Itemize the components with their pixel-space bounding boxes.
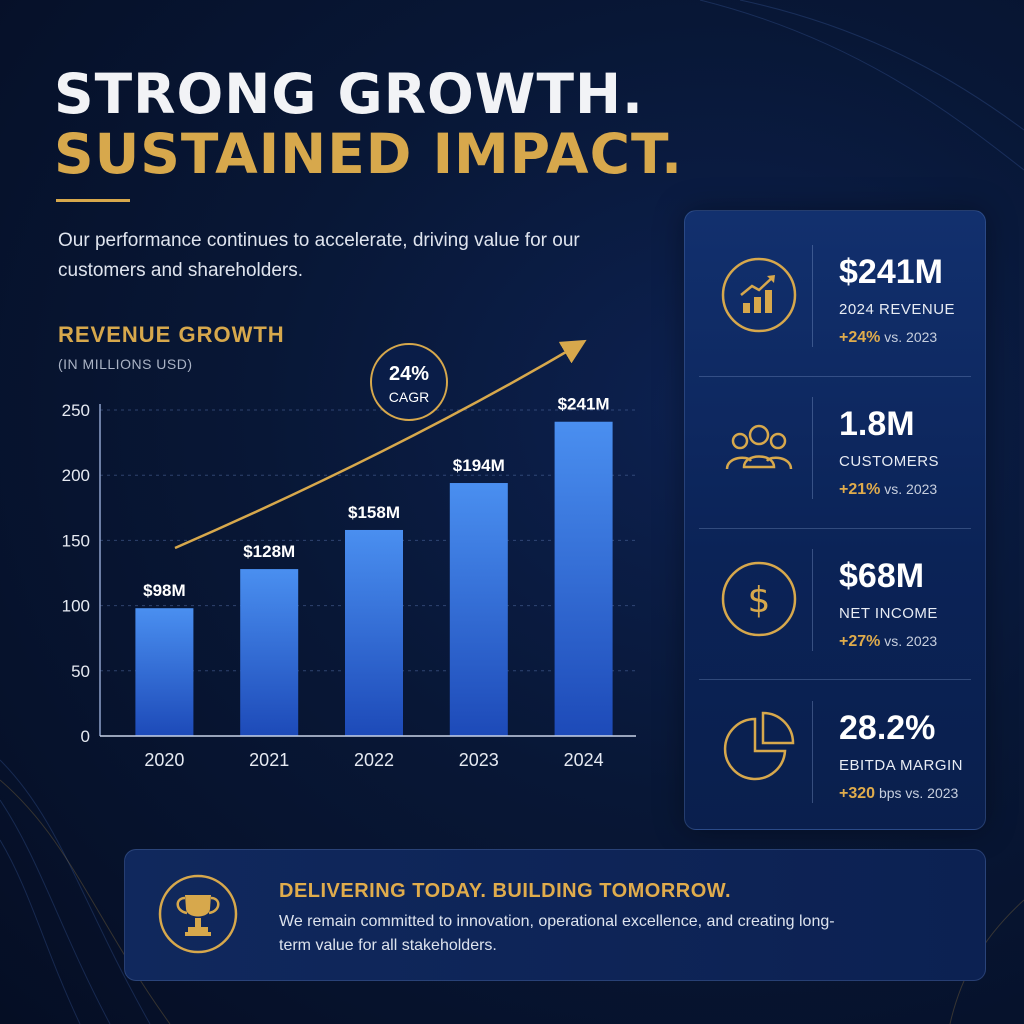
kpi-value: $68M bbox=[839, 557, 925, 595]
x-tick-label: 2024 bbox=[564, 750, 604, 770]
svg-text:$: $ bbox=[748, 580, 771, 621]
kpi-change-value: +24% bbox=[839, 329, 881, 346]
kpi-separator bbox=[699, 528, 971, 529]
y-tick-label: 50 bbox=[71, 662, 90, 681]
banner-text: We remain committed to innovation, opera… bbox=[279, 913, 835, 954]
y-tick-label: 0 bbox=[81, 727, 90, 746]
kpi-change: +21% vs. 2023 bbox=[839, 481, 937, 499]
kpi-change-suffix: bps vs. 2023 bbox=[878, 785, 959, 801]
data-label: $194M bbox=[453, 456, 505, 475]
kpi-change-value: +27% bbox=[839, 633, 881, 650]
kpi-label: EBITDA MARGIN bbox=[839, 757, 964, 774]
kpi-change-value: +21% bbox=[839, 481, 881, 498]
growth-chart-icon bbox=[721, 257, 797, 333]
data-label: $158M bbox=[348, 503, 400, 522]
x-tick-label: 2021 bbox=[249, 750, 289, 770]
revenue-bar-chart: 0 50 100 150 200 250 $98M 2020 $128M 2021 $158M 202… bbox=[62, 339, 636, 770]
kpi-label: CUSTOMERS bbox=[839, 453, 940, 470]
kpi-label: NET INCOME bbox=[839, 605, 938, 622]
cagr-badge: 24% CAGR bbox=[370, 343, 448, 421]
x-tick-label: 2020 bbox=[144, 750, 184, 770]
closing-banner: DELIVERING TODAY. BUILDING TOMORROW. We … bbox=[124, 849, 986, 981]
trophy-icon bbox=[158, 874, 238, 954]
kpi-divider bbox=[812, 701, 813, 803]
growth-trend-arrow bbox=[174, 339, 587, 550]
data-label: $128M bbox=[243, 542, 295, 561]
bar-2022 bbox=[345, 529, 403, 736]
kpi-change-value: +320 bbox=[839, 785, 876, 802]
kpi-value: $241M bbox=[839, 253, 943, 291]
customers-icon bbox=[725, 424, 793, 470]
kpi-divider bbox=[812, 549, 813, 651]
kpi-net-income: $ $68M NET INCOME +27% vs. 2023 bbox=[685, 549, 985, 699]
kpi-value: 28.2% bbox=[839, 709, 936, 747]
bar-2021 bbox=[240, 569, 299, 736]
headline-line-2: SUSTAINED IMPACT. bbox=[54, 122, 684, 186]
chart-subtitle: (IN MILLIONS USD) bbox=[58, 356, 193, 372]
intro-text: Our performance continues to accelerate,… bbox=[58, 230, 580, 281]
kpi-panel: $241M 2024 REVENUE +24% vs. 2023 1.8M CU… bbox=[684, 210, 986, 830]
kpi-change: +27% vs. 2023 bbox=[839, 633, 937, 651]
kpi-separator bbox=[699, 376, 971, 377]
kpi-value: 1.8M bbox=[839, 405, 915, 443]
bar-2020 bbox=[135, 608, 194, 736]
dollar-icon: $ bbox=[721, 561, 797, 637]
kpi-label: 2024 REVENUE bbox=[839, 301, 956, 318]
kpi-ebitda-margin: 28.2% EBITDA MARGIN +320 bps vs. 2023 bbox=[685, 701, 985, 851]
kpi-change: +320 bps vs. 2023 bbox=[839, 785, 958, 803]
y-tick-label: 150 bbox=[62, 531, 90, 550]
y-tick-label: 200 bbox=[62, 466, 90, 485]
x-tick-label: 2022 bbox=[354, 750, 394, 770]
pie-chart-icon bbox=[723, 711, 795, 781]
kpi-divider bbox=[812, 397, 813, 499]
bar-2024 bbox=[554, 421, 613, 736]
title-underline bbox=[56, 199, 130, 202]
bar-2023 bbox=[449, 483, 508, 736]
banner-title: DELIVERING TODAY. BUILDING TOMORROW. bbox=[279, 880, 732, 902]
cagr-value: 24% bbox=[389, 363, 429, 385]
kpi-customers: 1.8M CUSTOMERS +21% vs. 2023 bbox=[685, 397, 985, 547]
kpi-divider bbox=[812, 245, 813, 347]
data-label: $241M bbox=[558, 395, 610, 414]
x-tick-label: 2023 bbox=[459, 750, 499, 770]
cagr-label: CAGR bbox=[389, 389, 429, 405]
kpi-change-suffix: vs. 2023 bbox=[884, 329, 938, 345]
kpi-change-suffix: vs. 2023 bbox=[884, 481, 938, 497]
kpi-change-suffix: vs. 2023 bbox=[884, 633, 938, 649]
headline-line-1: STRONG GROWTH. bbox=[54, 62, 644, 126]
y-tick-label: 250 bbox=[62, 401, 90, 420]
kpi-change: +24% vs. 2023 bbox=[839, 329, 937, 347]
y-tick-label: 100 bbox=[62, 597, 90, 616]
kpi-separator bbox=[699, 679, 971, 680]
data-label: $98M bbox=[143, 581, 186, 600]
kpi-revenue: $241M 2024 REVENUE +24% vs. 2023 bbox=[685, 245, 985, 395]
chart-title: REVENUE GROWTH bbox=[58, 322, 285, 347]
